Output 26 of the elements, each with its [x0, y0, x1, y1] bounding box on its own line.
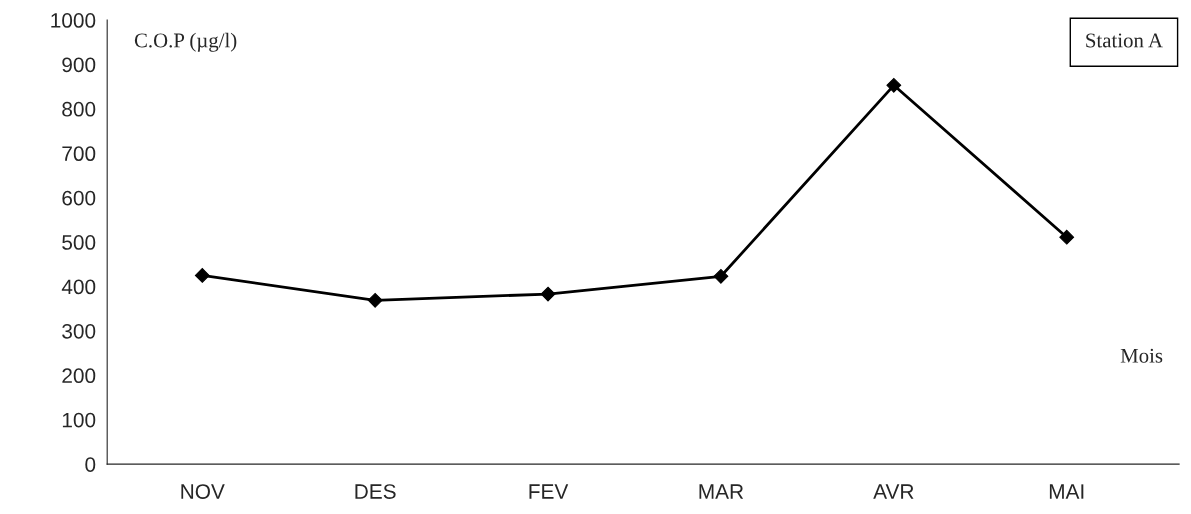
point: [540, 286, 556, 302]
x-axis-title: Mois: [1120, 348, 1163, 363]
y-tick-label: 200: [62, 368, 96, 384]
point: [713, 268, 729, 284]
x-tick-label: NOV: [181, 484, 225, 499]
y-tick-label: 600: [62, 190, 96, 206]
y-tick-label: 300: [62, 323, 96, 339]
point: [367, 292, 383, 308]
y-tick-label: 0: [85, 457, 96, 472]
annotation: Station A: [1086, 33, 1163, 48]
y-axis-title: C.O.P (µg/l): [134, 32, 237, 52]
y-tick-label: 900: [62, 57, 96, 73]
y-tick-label: 100: [62, 412, 96, 428]
x-tick-label: FEV: [529, 484, 569, 499]
x-tick-label: MAI: [1049, 484, 1084, 499]
y-tick-label: 500: [62, 235, 96, 250]
point: [1059, 229, 1075, 245]
x-tick-label: MAR: [699, 484, 744, 499]
point: [886, 77, 902, 93]
y-tick-label: 1000: [51, 13, 96, 28]
y-tick-label: 400: [61, 279, 96, 295]
y-tick-label: 800: [62, 101, 96, 117]
point: [194, 268, 210, 283]
x-tick-label: AVR: [873, 484, 914, 499]
y-tick-label: 700: [62, 146, 96, 162]
x-tick-label: DES: [355, 484, 396, 499]
